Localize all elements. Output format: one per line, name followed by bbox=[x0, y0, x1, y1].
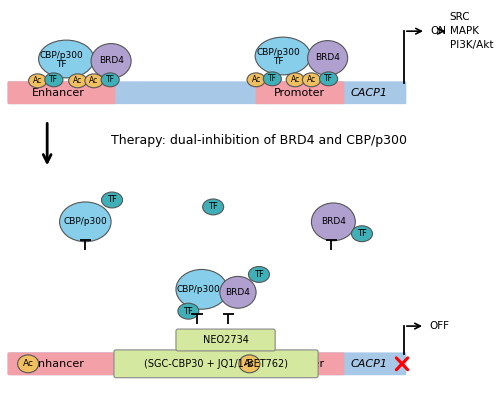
Ellipse shape bbox=[320, 72, 338, 86]
Text: OFF: OFF bbox=[430, 321, 450, 331]
Ellipse shape bbox=[60, 202, 111, 242]
Text: BRD4: BRD4 bbox=[321, 217, 346, 226]
Ellipse shape bbox=[68, 74, 87, 88]
Text: MAPK: MAPK bbox=[450, 26, 478, 36]
Ellipse shape bbox=[202, 199, 224, 215]
FancyBboxPatch shape bbox=[176, 329, 275, 351]
Text: BRD4: BRD4 bbox=[226, 288, 250, 297]
Ellipse shape bbox=[352, 226, 372, 242]
Ellipse shape bbox=[263, 72, 281, 86]
Text: Therapy: dual-inhibition of BRD4 and CBP/p300: Therapy: dual-inhibition of BRD4 and CBP… bbox=[111, 134, 407, 147]
Text: Ac: Ac bbox=[73, 76, 83, 85]
Text: CBP/p300: CBP/p300 bbox=[256, 48, 300, 56]
Text: TF: TF bbox=[268, 74, 277, 84]
Text: Ac: Ac bbox=[90, 76, 98, 85]
Text: Ac: Ac bbox=[244, 359, 255, 368]
FancyBboxPatch shape bbox=[8, 352, 406, 375]
FancyBboxPatch shape bbox=[8, 81, 116, 104]
Ellipse shape bbox=[302, 73, 320, 87]
Text: TF: TF bbox=[107, 195, 117, 204]
Text: ON: ON bbox=[430, 26, 446, 36]
Text: TF: TF bbox=[357, 229, 367, 238]
Ellipse shape bbox=[91, 44, 131, 78]
Text: TF: TF bbox=[254, 270, 264, 279]
FancyBboxPatch shape bbox=[8, 81, 406, 104]
Text: TF: TF bbox=[184, 307, 194, 316]
FancyBboxPatch shape bbox=[8, 352, 116, 375]
Ellipse shape bbox=[45, 73, 63, 87]
Text: Ac: Ac bbox=[307, 75, 316, 84]
Text: TF: TF bbox=[208, 203, 218, 212]
Text: CACP1: CACP1 bbox=[350, 359, 387, 369]
Ellipse shape bbox=[101, 73, 119, 87]
Ellipse shape bbox=[308, 41, 348, 75]
Text: SRC: SRC bbox=[450, 12, 470, 22]
Text: CACP1: CACP1 bbox=[350, 88, 387, 98]
Text: NEO2734: NEO2734 bbox=[202, 335, 248, 345]
Text: BRD4: BRD4 bbox=[315, 54, 340, 63]
Text: TF: TF bbox=[56, 60, 66, 69]
Ellipse shape bbox=[178, 303, 199, 319]
Text: PI3K/Akt: PI3K/Akt bbox=[450, 40, 493, 50]
FancyBboxPatch shape bbox=[114, 350, 318, 378]
Text: Ac: Ac bbox=[22, 359, 34, 368]
Text: Enhancer: Enhancer bbox=[32, 359, 85, 369]
FancyBboxPatch shape bbox=[256, 81, 344, 104]
Ellipse shape bbox=[102, 192, 122, 208]
FancyBboxPatch shape bbox=[256, 352, 344, 375]
Text: Ac: Ac bbox=[252, 75, 260, 84]
Ellipse shape bbox=[248, 266, 270, 282]
Text: CBP/p300: CBP/p300 bbox=[176, 285, 220, 294]
Ellipse shape bbox=[85, 74, 103, 88]
Ellipse shape bbox=[220, 277, 256, 308]
Text: Ac: Ac bbox=[290, 75, 300, 84]
Ellipse shape bbox=[247, 73, 265, 87]
Ellipse shape bbox=[38, 40, 94, 78]
Ellipse shape bbox=[239, 355, 260, 373]
Text: BRD4: BRD4 bbox=[98, 56, 124, 65]
Text: CBP/p300: CBP/p300 bbox=[64, 217, 107, 226]
Text: Promoter: Promoter bbox=[274, 88, 324, 98]
Ellipse shape bbox=[286, 73, 304, 87]
Text: TF: TF bbox=[324, 74, 333, 84]
Ellipse shape bbox=[255, 37, 310, 75]
Text: CBP/p300: CBP/p300 bbox=[40, 50, 84, 59]
Text: TF: TF bbox=[50, 75, 58, 84]
Ellipse shape bbox=[28, 74, 46, 88]
Text: Ac: Ac bbox=[33, 76, 42, 85]
Ellipse shape bbox=[312, 203, 356, 241]
Ellipse shape bbox=[176, 269, 228, 309]
Text: (SGC-CBP30 + JQ1/1-BET762): (SGC-CBP30 + JQ1/1-BET762) bbox=[144, 359, 288, 369]
Text: TF: TF bbox=[273, 58, 283, 67]
Ellipse shape bbox=[18, 355, 38, 373]
Text: TF: TF bbox=[106, 75, 114, 84]
Text: Enhancer: Enhancer bbox=[32, 88, 85, 98]
Text: Promoter: Promoter bbox=[274, 359, 324, 369]
